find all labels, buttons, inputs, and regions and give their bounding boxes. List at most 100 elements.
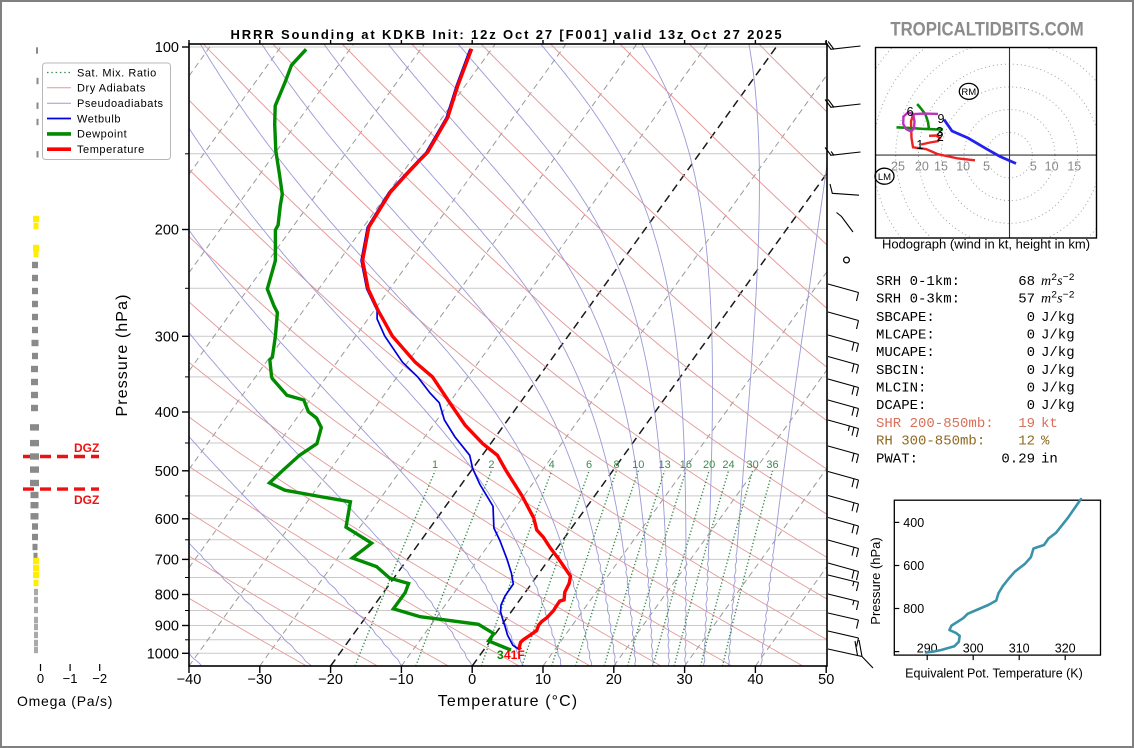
svg-text:Dewpoint: Dewpoint <box>77 129 127 141</box>
svg-text:25: 25 <box>891 160 905 174</box>
svg-text:J/kg: J/kg <box>1041 363 1075 379</box>
svg-text:600: 600 <box>155 512 179 528</box>
svg-text:Hodograph (wind in kt, height: Hodograph (wind in kt, height in km) <box>882 237 1090 252</box>
svg-text:−2: −2 <box>92 671 107 686</box>
svg-text:5: 5 <box>1030 160 1037 174</box>
svg-text:16: 16 <box>680 459 692 471</box>
svg-text:30: 30 <box>746 459 758 471</box>
svg-text:40: 40 <box>747 672 763 688</box>
svg-text:kt: kt <box>1041 416 1058 432</box>
svg-text:Dry Adiabats: Dry Adiabats <box>77 83 146 95</box>
svg-text:0: 0 <box>1027 345 1035 361</box>
svg-text:MLCAPE:: MLCAPE: <box>876 328 935 344</box>
svg-text:15: 15 <box>1067 160 1081 174</box>
svg-text:Pressure (hPa): Pressure (hPa) <box>114 294 131 417</box>
svg-text:3: 3 <box>497 648 504 662</box>
svg-text:SRH 0-3km:: SRH 0-3km: <box>876 292 960 308</box>
svg-text:300: 300 <box>155 329 179 345</box>
svg-text:Temperature: Temperature <box>77 144 145 156</box>
svg-text:SBCAPE:: SBCAPE: <box>876 310 935 326</box>
svg-text:1: 1 <box>916 138 923 152</box>
svg-text:36: 36 <box>766 459 778 471</box>
svg-text:m2s−2: m2s−2 <box>1041 273 1075 289</box>
svg-text:5: 5 <box>983 160 990 174</box>
svg-text:SHR 200-850mb:: SHR 200-850mb: <box>876 416 994 432</box>
svg-text:J/kg: J/kg <box>1041 328 1075 344</box>
svg-text:−1: −1 <box>63 671 78 686</box>
svg-text:100: 100 <box>155 40 179 56</box>
svg-text:J/kg: J/kg <box>1041 381 1075 397</box>
svg-text:2: 2 <box>937 130 944 144</box>
svg-text:m2s−2: m2s−2 <box>1041 291 1075 307</box>
svg-text:Pseudoadiabats: Pseudoadiabats <box>77 98 164 110</box>
svg-text:0: 0 <box>1027 310 1035 326</box>
svg-text:Equivalent Pot. Temperature (K: Equivalent Pot. Temperature (K) <box>905 667 1083 681</box>
svg-text:13: 13 <box>658 459 670 471</box>
svg-text:8: 8 <box>613 459 619 471</box>
svg-text:19: 19 <box>1018 416 1035 432</box>
svg-text:800: 800 <box>155 588 179 604</box>
svg-text:310: 310 <box>1009 642 1030 656</box>
svg-text:MLCIN:: MLCIN: <box>876 381 926 397</box>
svg-text:4: 4 <box>549 459 555 471</box>
svg-text:320: 320 <box>1055 642 1076 656</box>
svg-text:0.29: 0.29 <box>1001 452 1035 468</box>
svg-text:200: 200 <box>155 223 179 239</box>
svg-text:HRRR Sounding at KDKB Init: 12: HRRR Sounding at KDKB Init: 12z Oct 27 [… <box>230 27 783 42</box>
svg-text:MUCAPE:: MUCAPE: <box>876 345 935 361</box>
svg-text:57: 57 <box>1018 292 1035 308</box>
svg-text:J/kg: J/kg <box>1041 310 1075 326</box>
svg-text:0: 0 <box>37 671 44 686</box>
svg-text:400: 400 <box>903 516 924 530</box>
svg-text:−20: −20 <box>318 672 343 688</box>
svg-text:0: 0 <box>1027 398 1035 414</box>
svg-text:−30: −30 <box>247 672 272 688</box>
svg-text:6: 6 <box>586 459 592 471</box>
svg-text:Wetbulb: Wetbulb <box>77 113 121 125</box>
svg-text:10: 10 <box>1045 160 1059 174</box>
svg-text:400: 400 <box>155 405 179 421</box>
svg-text:0: 0 <box>1027 328 1035 344</box>
svg-text:900: 900 <box>155 619 179 635</box>
svg-text:50: 50 <box>818 672 834 688</box>
svg-text:−10: −10 <box>389 672 414 688</box>
svg-text:%: % <box>1041 434 1050 450</box>
svg-text:J/kg: J/kg <box>1041 398 1075 414</box>
svg-text:10: 10 <box>632 459 644 471</box>
svg-text:600: 600 <box>903 559 924 573</box>
svg-text:20: 20 <box>606 672 622 688</box>
svg-text:1000: 1000 <box>147 646 179 662</box>
svg-text:30: 30 <box>677 672 693 688</box>
svg-text:0: 0 <box>468 672 476 688</box>
svg-text:12: 12 <box>1018 434 1035 450</box>
svg-text:2: 2 <box>488 459 494 471</box>
svg-text:RM: RM <box>961 87 976 98</box>
svg-text:DGZ: DGZ <box>74 441 99 455</box>
svg-text:700: 700 <box>155 552 179 568</box>
svg-text:0: 0 <box>1027 363 1035 379</box>
svg-text:800: 800 <box>903 602 924 616</box>
svg-text:PWAT:: PWAT: <box>876 452 918 468</box>
svg-text:Temperature (°C): Temperature (°C) <box>438 693 578 710</box>
svg-text:10: 10 <box>535 672 551 688</box>
svg-text:1: 1 <box>432 459 438 471</box>
svg-text:500: 500 <box>155 464 179 480</box>
svg-text:DGZ: DGZ <box>74 493 99 507</box>
svg-text:in: in <box>1041 452 1058 468</box>
svg-text:SRH 0-1km:: SRH 0-1km: <box>876 274 960 290</box>
svg-text:9: 9 <box>938 112 945 126</box>
svg-text:24: 24 <box>722 459 734 471</box>
svg-text:Sat. Mix. Ratio: Sat. Mix. Ratio <box>77 67 157 79</box>
svg-text:20: 20 <box>915 160 929 174</box>
svg-text:RH 300-850mb:: RH 300-850mb: <box>876 434 985 450</box>
svg-text:6: 6 <box>907 105 914 119</box>
svg-text:300: 300 <box>963 642 984 656</box>
svg-text:10: 10 <box>956 160 970 174</box>
svg-text:Omega (Pa/s): Omega (Pa/s) <box>17 693 113 709</box>
svg-text:J/kg: J/kg <box>1041 345 1075 361</box>
svg-text:41F: 41F <box>504 648 525 662</box>
svg-text:15: 15 <box>934 160 948 174</box>
svg-text:SBCIN:: SBCIN: <box>876 363 926 379</box>
svg-text:3: 3 <box>936 125 943 139</box>
svg-text:Pressure (hPa): Pressure (hPa) <box>868 537 883 624</box>
